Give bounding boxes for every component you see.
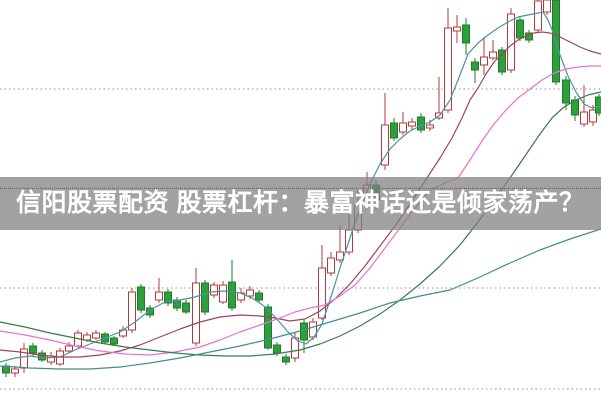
gridline-over-banner [0, 188, 601, 189]
title-banner: 信阳股票配资 股票杠杆：暴富神话还是倾家荡产？ [0, 177, 601, 230]
page-title: 信阳股票配资 股票杠杆：暴富神话还是倾家荡产？ [16, 189, 585, 217]
